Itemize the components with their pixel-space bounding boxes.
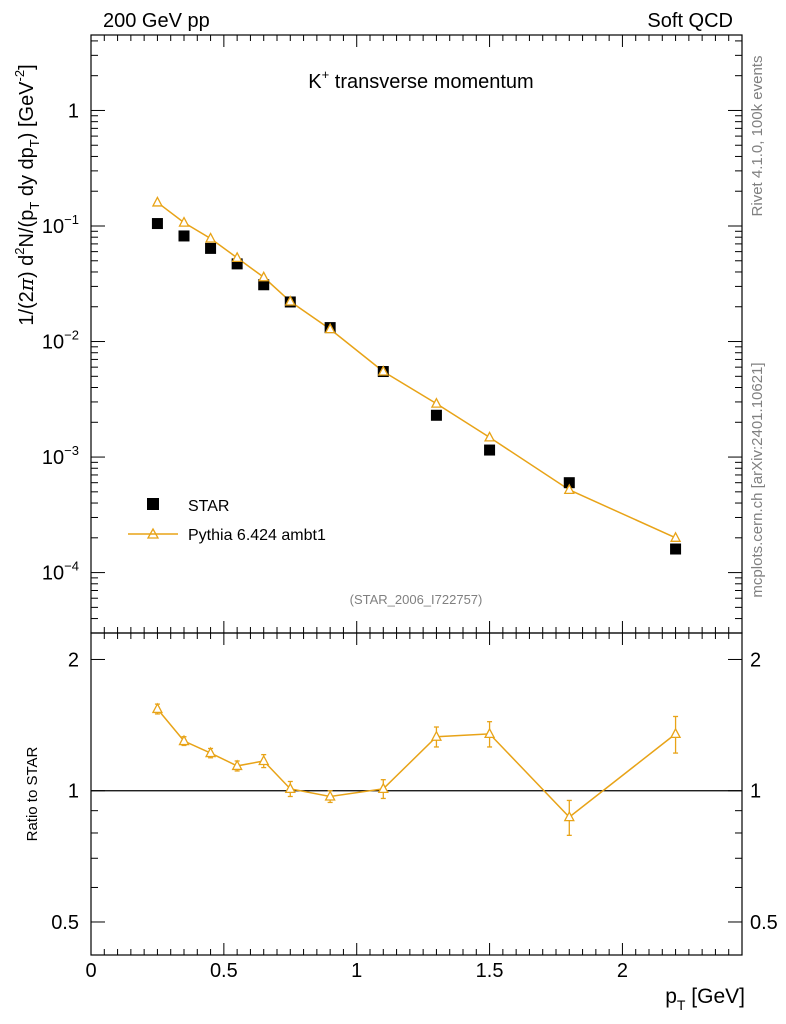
ratio-data-point	[324, 790, 336, 801]
ratio-curve	[156, 708, 677, 819]
ratio-data-point	[151, 702, 164, 714]
ratio-data-point	[231, 759, 243, 771]
x-tick-label: 0.5	[210, 960, 238, 982]
ratio-data-point	[483, 727, 496, 739]
ratio-ytick-label-right: 1	[750, 781, 761, 803]
ratio-plot-frame	[90, 632, 743, 956]
x-tick-label: 1.5	[476, 960, 504, 982]
ratio-plot-panel: 2 2 1 1 0.5 0.5 0 0.5 1 1.5 2 Ratio to STAR pT [G…	[24, 632, 778, 1013]
pythia-data-point	[430, 397, 443, 408]
legend-star-label: STAR	[188, 498, 229, 515]
star-data-point	[258, 279, 270, 291]
plot-title: K+ transverse momentum	[308, 67, 533, 93]
x-tick-label: 2	[617, 960, 628, 982]
pythia-data-point	[151, 196, 164, 207]
star-data-point	[205, 242, 217, 254]
pythia-data-point	[563, 483, 575, 495]
pythia-data-point	[178, 216, 190, 227]
star-data-point	[670, 543, 682, 555]
ratio-y-axis-label: Ratio to STAR	[24, 746, 41, 841]
x-tick-labels: 0 0.5 1 1.5 2	[85, 960, 628, 982]
ratio-ytick-label-left: 1	[68, 781, 79, 803]
main-y-tick-labels: 1 10−1 10−2 10−3 10−4	[42, 100, 79, 584]
ratio-data-point	[258, 754, 270, 766]
star-data-point	[231, 258, 243, 270]
legend-pythia-marker	[146, 527, 160, 539]
legend-star-marker	[147, 498, 159, 510]
star-data-point	[563, 477, 575, 489]
ratio-y-tick-labels: 2 2 1 1 0.5 0.5	[51, 649, 778, 934]
ratio-data-point	[377, 782, 389, 793]
pythia-data-point	[377, 365, 389, 376]
mcplots-label: mcplots.cern.ch [arXiv:2401.10621]	[749, 362, 766, 597]
main-ytick-label: 10−4	[42, 559, 79, 585]
main-y-axis-label: 1/(2π) d2N/(pT dy dpT) [GeV-2]	[12, 64, 42, 325]
x-axis-label: pT [GeV]	[665, 985, 745, 1013]
x-tick-label: 1	[351, 960, 362, 982]
header-right: Soft QCD	[647, 10, 733, 32]
ratio-data-point	[284, 782, 296, 793]
ratio-data-layer	[91, 702, 742, 837]
star-data-point	[178, 230, 190, 242]
star-data-point	[430, 409, 442, 421]
main-data-layer	[151, 196, 682, 555]
pythia-data-point	[204, 232, 217, 243]
main-ytick-label: 1	[68, 100, 79, 122]
ratio-data-point	[563, 810, 575, 822]
main-plot-panel: 1 10−1 10−2 10−3 10−4 K+ transverse momentum…	[12, 34, 743, 634]
ratio-axis-ticks	[90, 633, 743, 955]
header-left: 200 GeV pp	[103, 10, 210, 32]
pythia-data-point	[324, 322, 336, 334]
pythia-data-point	[483, 431, 496, 442]
pythia-data-point	[231, 251, 243, 263]
ratio-ytick-label-right: 0.5	[750, 912, 778, 934]
ratio-data-point	[669, 727, 682, 739]
pythia-curve	[156, 201, 676, 539]
analysis-watermark: (STAR_2006_I722757)	[350, 592, 483, 607]
ratio-data-point	[178, 734, 190, 746]
ratio-ytick-label-right: 2	[750, 649, 761, 671]
pythia-data-point	[669, 531, 682, 542]
ratio-ytick-label-left: 0.5	[51, 912, 79, 934]
pythia-data-point	[258, 270, 270, 282]
x-tick-label: 0	[85, 960, 96, 982]
ratio-ytick-label-left: 2	[68, 649, 79, 671]
rivet-label: Rivet 4.1.0, 100k events	[749, 56, 766, 217]
main-axis-ticks	[90, 35, 743, 634]
pythia-data-point	[284, 295, 296, 306]
star-data-point	[484, 444, 496, 456]
ratio-data-point	[430, 730, 443, 741]
main-ytick-label: 10−1	[42, 212, 79, 238]
star-data-point	[151, 218, 163, 230]
legend: STAR Pythia 6.424 ambt1	[128, 498, 326, 544]
ratio-data-point	[204, 746, 217, 758]
main-ytick-label: 10−3	[42, 443, 79, 469]
legend-pythia-label: Pythia 6.424 ambt1	[188, 527, 326, 544]
main-ytick-label: 10−2	[42, 328, 79, 354]
